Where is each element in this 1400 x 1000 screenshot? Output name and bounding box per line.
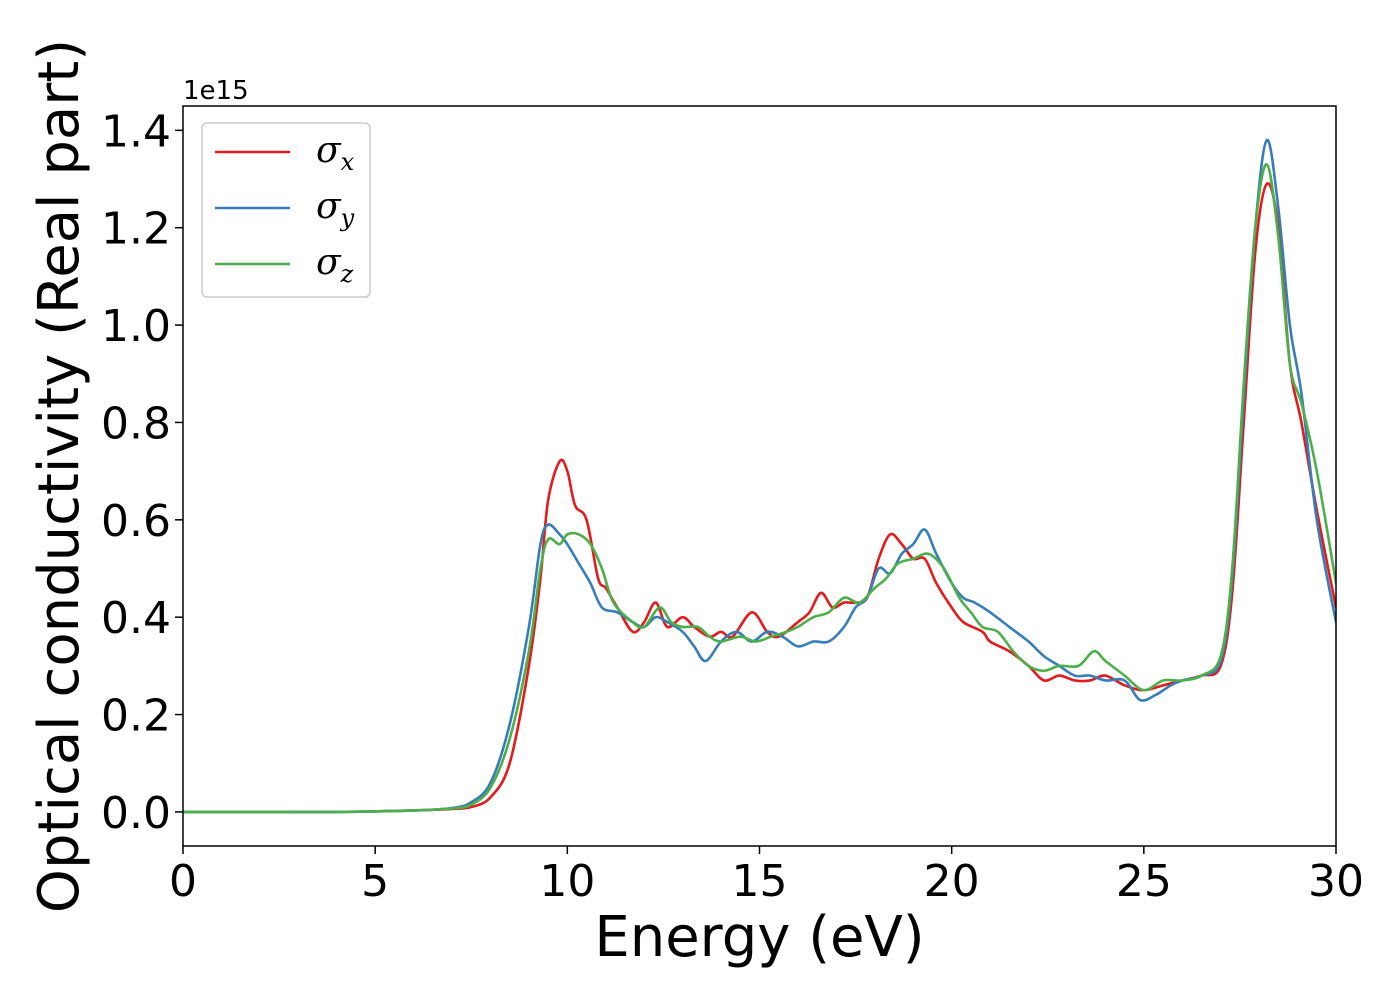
plot-area (183, 106, 1336, 846)
series-line-sigma-y (183, 138, 1336, 814)
y-tick-label: 1.4 (101, 106, 171, 157)
x-tick-label: 20 (924, 856, 980, 907)
y-axis-title: Optical conductivity (Real part) (27, 39, 92, 913)
y-tick-label: 0.4 (101, 593, 171, 644)
x-tick-label: 0 (169, 856, 197, 907)
y-offset-label: 1e15 (183, 76, 249, 106)
series-line-sigma-z (183, 163, 1336, 814)
x-tick-label: 15 (732, 856, 788, 907)
legend-label-sigma-y: σy (316, 186, 355, 232)
legend-box (201, 122, 371, 298)
x-axis-title: Energy (eV) (594, 905, 924, 970)
x-tick-label: 25 (1116, 856, 1172, 907)
y-axis-ticks: 0.0 0.2 0.4 0.6 0.8 1.0 1.2 1.4 (101, 106, 183, 839)
y-tick-label: 1.2 (101, 204, 171, 255)
x-tick-label: 30 (1308, 856, 1364, 907)
series-layer (183, 138, 1336, 814)
y-tick-label: 0.2 (101, 691, 171, 742)
y-tick-label: 1.0 (101, 301, 171, 352)
x-tick-label: 10 (539, 856, 595, 907)
x-axis-ticks: 0 5 10 15 20 25 30 (169, 846, 1364, 907)
y-tick-label: 0.8 (101, 398, 171, 449)
x-tick-label: 5 (361, 856, 389, 907)
y-tick-label: 0.6 (101, 496, 171, 547)
y-tick-label: 0.0 (101, 788, 171, 839)
